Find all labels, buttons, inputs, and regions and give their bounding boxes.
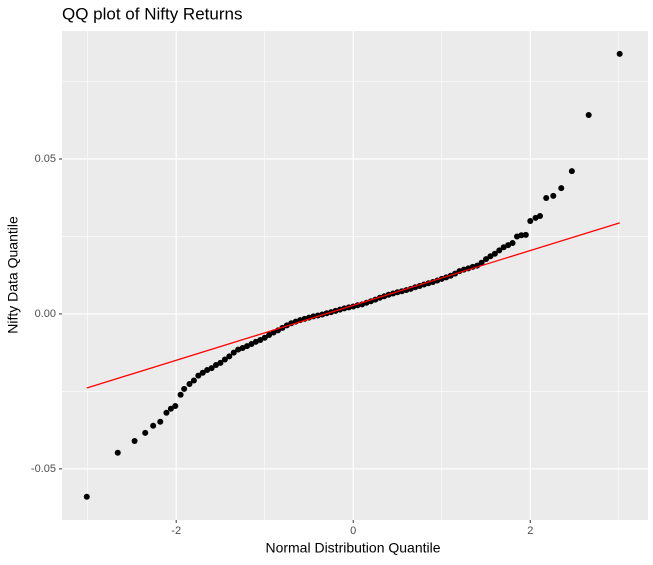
qq-point: [478, 259, 485, 266]
qq-point: [208, 365, 215, 372]
qq-point: [257, 336, 264, 343]
qq-point: [585, 111, 592, 118]
y-tick-label: -0.05: [31, 463, 56, 475]
qq-point: [213, 362, 220, 369]
qq-point: [195, 372, 202, 379]
qq-point: [217, 359, 224, 366]
chart-title: QQ plot of Nifty Returns: [62, 4, 242, 23]
qq-point: [527, 217, 534, 224]
qq-point: [522, 231, 529, 238]
qq-point: [496, 247, 503, 254]
qq-point: [491, 250, 498, 257]
x-tick-label: 0: [350, 525, 356, 537]
reference-line: [86, 222, 620, 389]
qq-point: [558, 185, 565, 192]
qq-point: [550, 192, 557, 199]
qq-point: [172, 402, 179, 409]
qq-point: [163, 409, 170, 416]
qq-point: [537, 213, 544, 220]
qq-point: [186, 380, 193, 387]
qq-point: [543, 195, 550, 202]
qq-point: [266, 331, 273, 338]
plot-panel: [62, 31, 648, 520]
qq-point: [181, 385, 188, 392]
qq-point: [221, 356, 228, 363]
qq-point: [190, 377, 197, 384]
y-axis-label: Nifty Data Quantile: [5, 216, 21, 334]
qq-point: [150, 422, 157, 429]
qq-point: [261, 334, 268, 341]
qq-point: [226, 353, 233, 360]
qq-point: [199, 369, 206, 376]
qq-point: [248, 340, 255, 347]
qq-point: [487, 253, 494, 260]
y-tick-label: 0.05: [35, 153, 56, 165]
x-tick-label: 2: [527, 525, 533, 537]
qq-point: [142, 429, 149, 436]
qq-point: [167, 405, 174, 412]
x-tick-label: -2: [171, 525, 181, 537]
y-tick-label: 0.00: [35, 308, 56, 320]
qq-point: [157, 418, 164, 425]
qq-point: [114, 449, 121, 456]
qq-point: [131, 437, 138, 444]
qq-point: [83, 493, 90, 500]
qq-point: [500, 244, 507, 251]
qq-point: [509, 239, 516, 246]
qq-point: [177, 391, 184, 398]
qq-point: [616, 50, 623, 57]
qq-point: [244, 343, 251, 350]
qq-point: [483, 256, 490, 263]
qq-point: [518, 232, 525, 239]
qq-point: [230, 349, 237, 356]
qq-point: [505, 242, 512, 249]
qq-point: [568, 168, 575, 175]
x-axis-label: Normal Distribution Quantile: [265, 540, 440, 556]
